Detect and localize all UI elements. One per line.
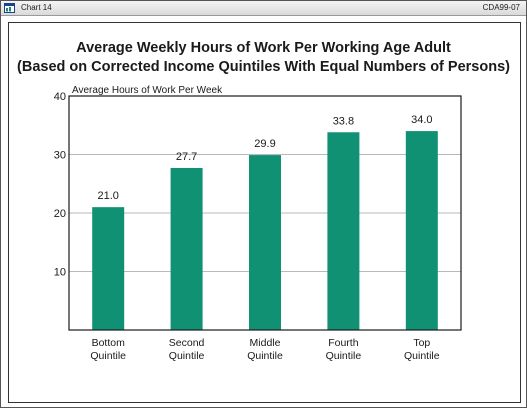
y-tick-label: 20 — [54, 208, 66, 220]
value-label: 21.0 — [97, 190, 118, 202]
category-labels: BottomQuintileSecondQuintileMiddleQuinti… — [90, 337, 439, 362]
bar — [405, 131, 438, 330]
value-label: 34.0 — [411, 114, 432, 126]
y-tick-label: 10 — [54, 267, 66, 279]
category-label: Bottom — [92, 337, 126, 349]
chart-title: Average Weekly Hours of Work Per Working… — [76, 40, 451, 56]
y-axis-label: Average Hours of Work Per Week — [72, 85, 223, 96]
value-label: 29.9 — [254, 138, 275, 150]
category-label: Quintile — [326, 350, 362, 362]
y-tick-label: 40 — [54, 91, 66, 103]
category-label: Second — [169, 337, 205, 349]
category-label: Quintile — [90, 350, 126, 362]
category-label: Quintile — [247, 350, 283, 362]
window-title: Chart 14 — [21, 3, 52, 12]
bar — [170, 167, 203, 330]
bar — [249, 155, 281, 330]
bars — [92, 131, 438, 330]
plot-area-frame — [68, 95, 462, 331]
category-label: Top — [413, 337, 430, 349]
bar — [327, 132, 360, 330]
bar — [92, 207, 125, 330]
category-label: Middle — [250, 337, 281, 349]
y-tick-label: 30 — [54, 150, 66, 162]
y-tick-labels: 10 20 30 40 — [54, 91, 66, 279]
chart-subtitle: (Based on Corrected Income Quintiles Wit… — [17, 59, 510, 75]
window-app-icon — [4, 3, 15, 13]
window-titlebar: Chart 14 CDA99-07 — [1, 1, 526, 16]
category-label: Quintile — [169, 350, 205, 362]
chart-code: CDA99-07 — [482, 3, 520, 12]
value-labels: 21.0 27.7 29.9 33.8 34.0 — [97, 114, 432, 202]
value-label: 33.8 — [333, 115, 354, 127]
category-label: Quintile — [404, 350, 440, 362]
category-label: Fourth — [328, 337, 359, 349]
value-label: 27.7 — [176, 151, 197, 163]
